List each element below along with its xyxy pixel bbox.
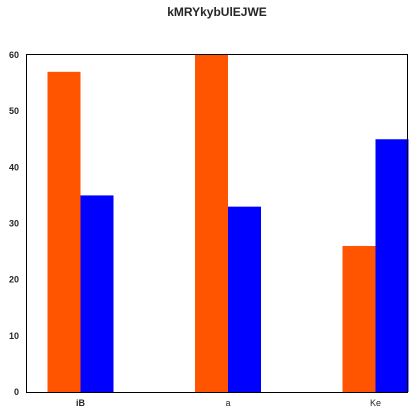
x-axis-ticks: iB a Ke bbox=[76, 398, 381, 408]
bar-series-1-a bbox=[195, 55, 228, 392]
bars-layer bbox=[47, 55, 409, 392]
bar-series-2-a bbox=[228, 206, 261, 392]
y-tick-label: 40 bbox=[9, 162, 19, 172]
y-tick-label: 50 bbox=[9, 106, 19, 116]
y-tick-label: 20 bbox=[9, 275, 19, 285]
chart-title: kMRYkybUlEJWE bbox=[167, 5, 267, 19]
y-tick-label: 0 bbox=[14, 387, 19, 397]
y-axis-ticks: 0 10 20 30 40 50 60 bbox=[9, 50, 19, 397]
bar-series-2-Ke bbox=[375, 139, 409, 392]
bar-series-1-Ke bbox=[342, 245, 376, 392]
bar-series-1-iB bbox=[47, 71, 81, 392]
x-tick-label: Ke bbox=[370, 398, 381, 408]
x-tick-label: a bbox=[225, 398, 230, 408]
y-tick-label: 60 bbox=[9, 50, 19, 60]
bar-series-2-iB bbox=[80, 195, 114, 392]
plot-frame bbox=[26, 54, 408, 393]
y-tick-label: 30 bbox=[9, 219, 19, 229]
y-tick-label: 10 bbox=[9, 331, 19, 341]
x-tick-label: iB bbox=[76, 398, 86, 408]
